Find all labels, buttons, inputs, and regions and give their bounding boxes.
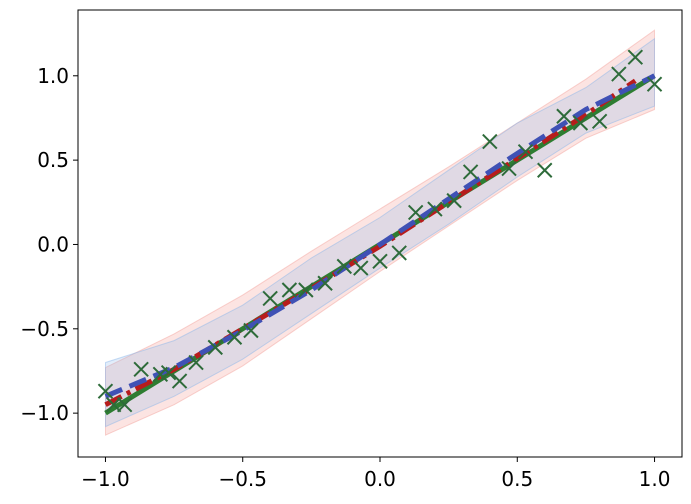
data-point-19 (407, 204, 424, 221)
data-point-17 (372, 253, 388, 270)
data-point-12 (281, 282, 298, 298)
data-point-32 (646, 76, 663, 92)
x-tick-label-3: 0.5 (501, 467, 533, 491)
data-point-14 (317, 275, 333, 291)
data-point-13 (298, 282, 314, 298)
data-point-25 (517, 143, 534, 160)
data-point-10 (243, 322, 259, 339)
data-point-1 (105, 397, 122, 413)
y-tick-label-2: 0.0 (37, 232, 69, 256)
x-tick-label-0: −1.0 (81, 467, 130, 491)
data-point-31 (627, 49, 644, 65)
data-point-9 (226, 329, 243, 345)
data-point-16 (353, 260, 369, 276)
data-point-15 (336, 258, 353, 275)
data-point-7 (188, 354, 204, 371)
data-point-0 (97, 383, 114, 399)
data-point-29 (591, 113, 608, 130)
y-tick-label-3: 0.5 (37, 148, 69, 172)
data-point-26 (537, 162, 553, 178)
data-point-21 (446, 192, 462, 209)
data-point-8 (207, 339, 223, 356)
y-tick-label-4: 1.0 (37, 64, 69, 88)
data-point-18 (391, 245, 407, 261)
data-point-22 (462, 164, 479, 180)
data-point-11 (262, 290, 278, 307)
confidence-band-0 (105, 29, 655, 436)
data-point-6 (171, 373, 188, 389)
x-tick-label-1: −0.5 (218, 467, 267, 491)
data-point-5 (160, 364, 177, 381)
data-point-3 (133, 361, 149, 377)
data-point-27 (556, 108, 572, 124)
data-point-20 (427, 201, 443, 217)
y-tick-label-0: −1.0 (20, 401, 69, 425)
x-tick-label-2: 0.0 (364, 467, 396, 491)
data-point-30 (611, 66, 627, 82)
series-line-2 (104, 73, 656, 399)
confidence-band-1 (105, 37, 655, 428)
data-point-24 (501, 160, 517, 177)
data-point-28 (572, 115, 589, 131)
data-point-2 (116, 397, 133, 413)
data-point-23 (482, 133, 498, 150)
x-tick-label-4: 1.0 (639, 467, 671, 491)
y-tick-label-1: −0.5 (20, 317, 69, 341)
